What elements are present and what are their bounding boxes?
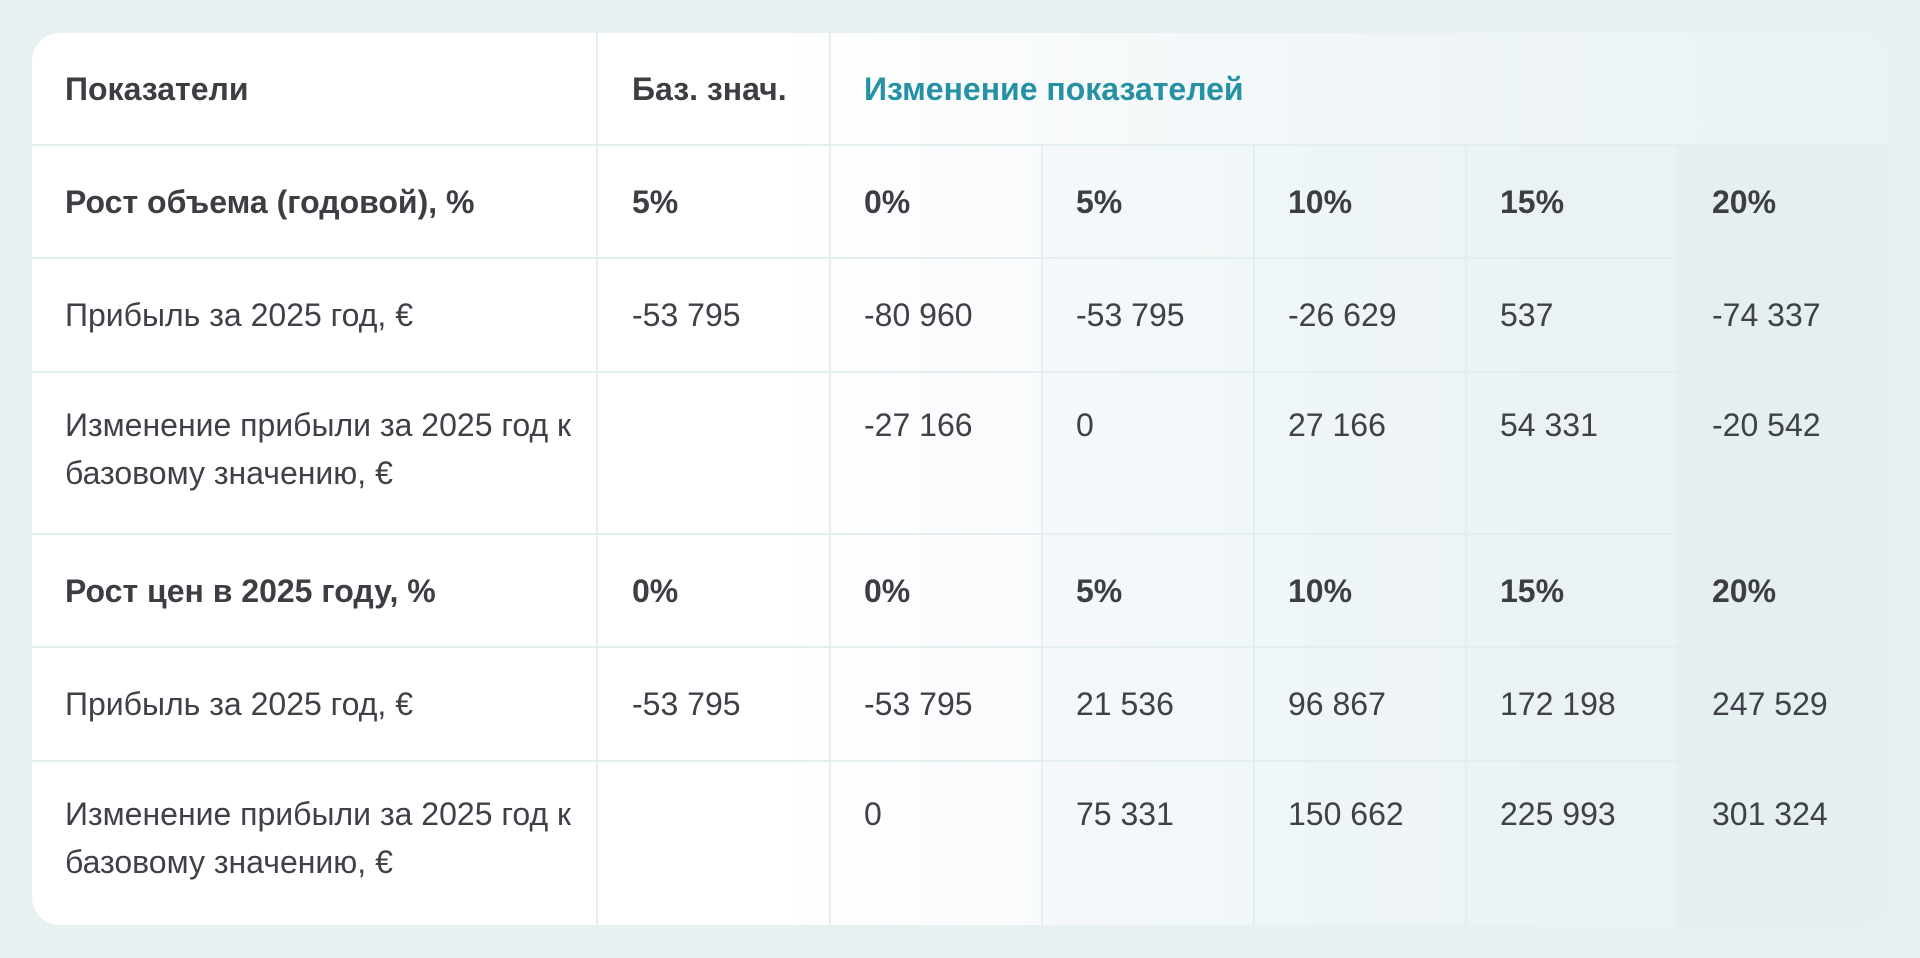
header-indicators: Показатели [32, 33, 598, 146]
row-value: -53 795 [1043, 259, 1255, 373]
row-value: -20 542 [1679, 373, 1888, 535]
row-label: Изменение прибыли за 2025 год к базовому… [32, 373, 598, 535]
row-value: 15% [1467, 146, 1679, 259]
row-base-value: 0% [598, 535, 831, 648]
row-value: 172 198 [1467, 648, 1679, 762]
row-label: Прибыль за 2025 год, € [32, 648, 598, 762]
row-value: 0 [1043, 373, 1255, 535]
sensitivity-table-card: Показатели Баз. знач. Изменение показате… [32, 33, 1888, 925]
row-value: 21 536 [1043, 648, 1255, 762]
row-value: 20% [1679, 146, 1888, 259]
row-value: -80 960 [831, 259, 1043, 373]
row-value: 0% [831, 535, 1043, 648]
row-value: 537 [1467, 259, 1679, 373]
row-base-value: 5% [598, 146, 831, 259]
header-base-value: Баз. знач. [598, 33, 831, 146]
row-base-value: -53 795 [598, 259, 831, 373]
row-value: -74 337 [1679, 259, 1888, 373]
row-label: Рост объема (годовой), % [32, 146, 598, 259]
row-base-value: -53 795 [598, 648, 831, 762]
row-value: 75 331 [1043, 762, 1255, 925]
row-base-value [598, 762, 831, 925]
row-value: -27 166 [831, 373, 1043, 535]
row-value: 225 993 [1467, 762, 1679, 925]
row-value: 0 [831, 762, 1043, 925]
row-value: 5% [1043, 535, 1255, 648]
row-value: 10% [1255, 535, 1467, 648]
row-value: 301 324 [1679, 762, 1888, 925]
row-value: 20% [1679, 535, 1888, 648]
sensitivity-table: Показатели Баз. знач. Изменение показате… [32, 33, 1888, 925]
row-value: 5% [1043, 146, 1255, 259]
row-value: 247 529 [1679, 648, 1888, 762]
header-changes: Изменение показателей [831, 33, 1888, 146]
row-value: 27 166 [1255, 373, 1467, 535]
row-value: -26 629 [1255, 259, 1467, 373]
row-base-value [598, 373, 831, 535]
row-value: 10% [1255, 146, 1467, 259]
row-value: 15% [1467, 535, 1679, 648]
row-value: -53 795 [831, 648, 1043, 762]
row-label: Рост цен в 2025 году, % [32, 535, 598, 648]
row-value: 96 867 [1255, 648, 1467, 762]
row-value: 54 331 [1467, 373, 1679, 535]
row-value: 150 662 [1255, 762, 1467, 925]
row-value: 0% [831, 146, 1043, 259]
row-label: Изменение прибыли за 2025 год к базовому… [32, 762, 598, 925]
row-label: Прибыль за 2025 год, € [32, 259, 598, 373]
